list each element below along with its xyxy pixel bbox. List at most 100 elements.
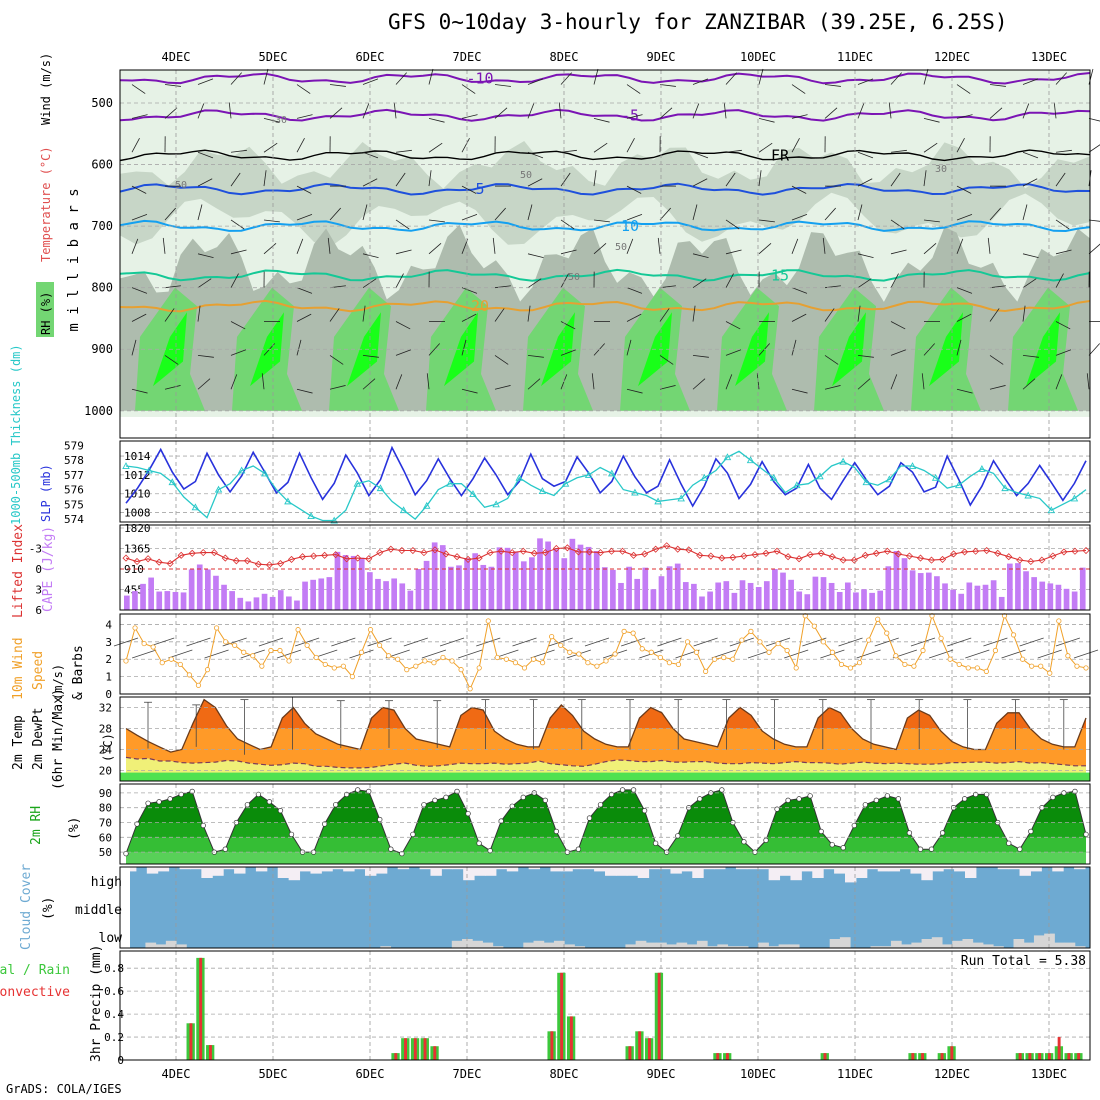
wind-barb bbox=[461, 339, 467, 356]
cape-bar bbox=[836, 591, 843, 610]
wind-barb bbox=[527, 354, 544, 358]
thickness-marker bbox=[608, 469, 616, 477]
lifted-index-marker bbox=[850, 556, 858, 564]
cape-bar bbox=[715, 582, 722, 610]
cape-bar bbox=[723, 581, 730, 610]
lifted-index-marker bbox=[298, 553, 307, 561]
cape-bar bbox=[302, 581, 308, 610]
cape-bar bbox=[529, 557, 535, 610]
low-cloud-gap bbox=[472, 940, 483, 948]
cape-bar bbox=[399, 583, 406, 610]
cape-bar bbox=[342, 555, 349, 610]
thickness-marker bbox=[214, 485, 223, 493]
wind-barb bbox=[923, 343, 935, 356]
wind-barb bbox=[692, 178, 708, 187]
high-cloud-gap bbox=[757, 867, 770, 870]
wind-barb bbox=[230, 321, 246, 330]
surface-wind-barb bbox=[168, 649, 193, 659]
wind-barb bbox=[758, 242, 772, 255]
wind-barb bbox=[824, 308, 835, 322]
cape-bar bbox=[553, 549, 560, 610]
wind-barb bbox=[162, 237, 166, 254]
high-cloud-gap bbox=[637, 867, 650, 878]
temperature-tick-label: 24 bbox=[99, 744, 113, 757]
precip-tick-label: 0.8 bbox=[104, 962, 124, 975]
cape-bar bbox=[456, 565, 462, 610]
wind-barb bbox=[494, 207, 506, 221]
rh2m-marker bbox=[851, 822, 857, 829]
wind-barb bbox=[329, 355, 344, 365]
wind-barb bbox=[131, 313, 147, 322]
rh-contour-label: 30 bbox=[275, 115, 287, 126]
pressure-tick-label: 600 bbox=[91, 158, 113, 172]
cape-bar bbox=[148, 577, 154, 610]
run-total-bg bbox=[955, 952, 1089, 968]
high-cloud-gap bbox=[343, 867, 355, 872]
wind-speed-marker bbox=[938, 635, 944, 641]
wind-barb bbox=[527, 151, 544, 159]
wind-barb bbox=[956, 339, 962, 356]
wind-speed-marker bbox=[467, 686, 473, 692]
date-label-top: 6DEC bbox=[356, 50, 385, 64]
low-cloud-gap bbox=[993, 946, 1004, 948]
wind-barb bbox=[758, 68, 764, 85]
cloud-cover-fill bbox=[120, 867, 1090, 948]
cape-bar bbox=[788, 579, 794, 610]
grads-credit: GrADS: COLA/IGES bbox=[6, 1082, 122, 1096]
high-cloud-gap bbox=[146, 867, 159, 874]
lifted-index-marker bbox=[254, 560, 262, 568]
wind-barb bbox=[527, 78, 544, 85]
cape-bar bbox=[1079, 567, 1086, 610]
wind-barb bbox=[659, 355, 674, 365]
low-cloud-gap bbox=[707, 946, 718, 948]
wind-barb bbox=[857, 178, 873, 187]
pressure-tick-label: 700 bbox=[91, 219, 113, 233]
lifted-index-marker bbox=[663, 542, 671, 550]
wind-barb bbox=[791, 84, 806, 94]
low-cloud-gap bbox=[717, 944, 729, 948]
wind-speed-marker bbox=[349, 674, 356, 680]
cape-bar bbox=[642, 567, 649, 610]
wind-barb bbox=[692, 78, 709, 85]
wind-barb bbox=[296, 238, 304, 254]
lifted-index-axis-label: Lifted Index bbox=[11, 524, 26, 618]
wind-speed-marker bbox=[893, 653, 899, 659]
lifted-index-marker bbox=[365, 555, 373, 563]
wind-speed-marker bbox=[177, 661, 183, 668]
cape-bar bbox=[375, 578, 381, 610]
high-cloud-gap bbox=[1030, 867, 1042, 872]
wind-barb bbox=[1055, 321, 1071, 330]
wind-barb bbox=[131, 339, 137, 356]
lifted-index-marker bbox=[387, 545, 395, 553]
pressure-panel-frame bbox=[119, 440, 1091, 523]
thickness-tick-label: 577 bbox=[64, 469, 84, 482]
contour-label: 5 bbox=[475, 180, 484, 198]
wind-barb bbox=[560, 149, 577, 153]
rh2m-marker bbox=[575, 846, 582, 852]
wind-barb bbox=[329, 308, 340, 322]
precip-total-legend: Total / Rain bbox=[0, 963, 70, 978]
wind-barb bbox=[725, 149, 742, 153]
surface-wind-barb bbox=[530, 649, 555, 659]
wind-speed-marker bbox=[703, 668, 709, 674]
surface-wind-barb bbox=[204, 649, 229, 659]
wind-barb bbox=[626, 238, 634, 254]
contour-label: 20 bbox=[471, 297, 489, 315]
wind-barb bbox=[824, 355, 839, 365]
rh2m-marker bbox=[939, 830, 946, 836]
high-cloud-gap bbox=[626, 867, 639, 876]
rh2m-band bbox=[126, 852, 1086, 864]
temperature-panel-frame bbox=[119, 696, 1091, 782]
wind-barb bbox=[560, 219, 575, 230]
surface-wind-barb bbox=[947, 637, 972, 647]
cape-bar bbox=[1015, 563, 1021, 610]
wind-speed-marker bbox=[558, 642, 564, 648]
precip-convective-bar bbox=[394, 1053, 398, 1060]
wind-barb bbox=[723, 102, 727, 119]
cape-bar bbox=[990, 580, 997, 610]
cape-bar bbox=[383, 581, 389, 610]
rh2m-marker bbox=[796, 796, 802, 802]
wind-speed-marker bbox=[413, 663, 419, 669]
low-cloud-gap bbox=[1044, 933, 1055, 948]
rh2m-marker bbox=[906, 830, 913, 836]
